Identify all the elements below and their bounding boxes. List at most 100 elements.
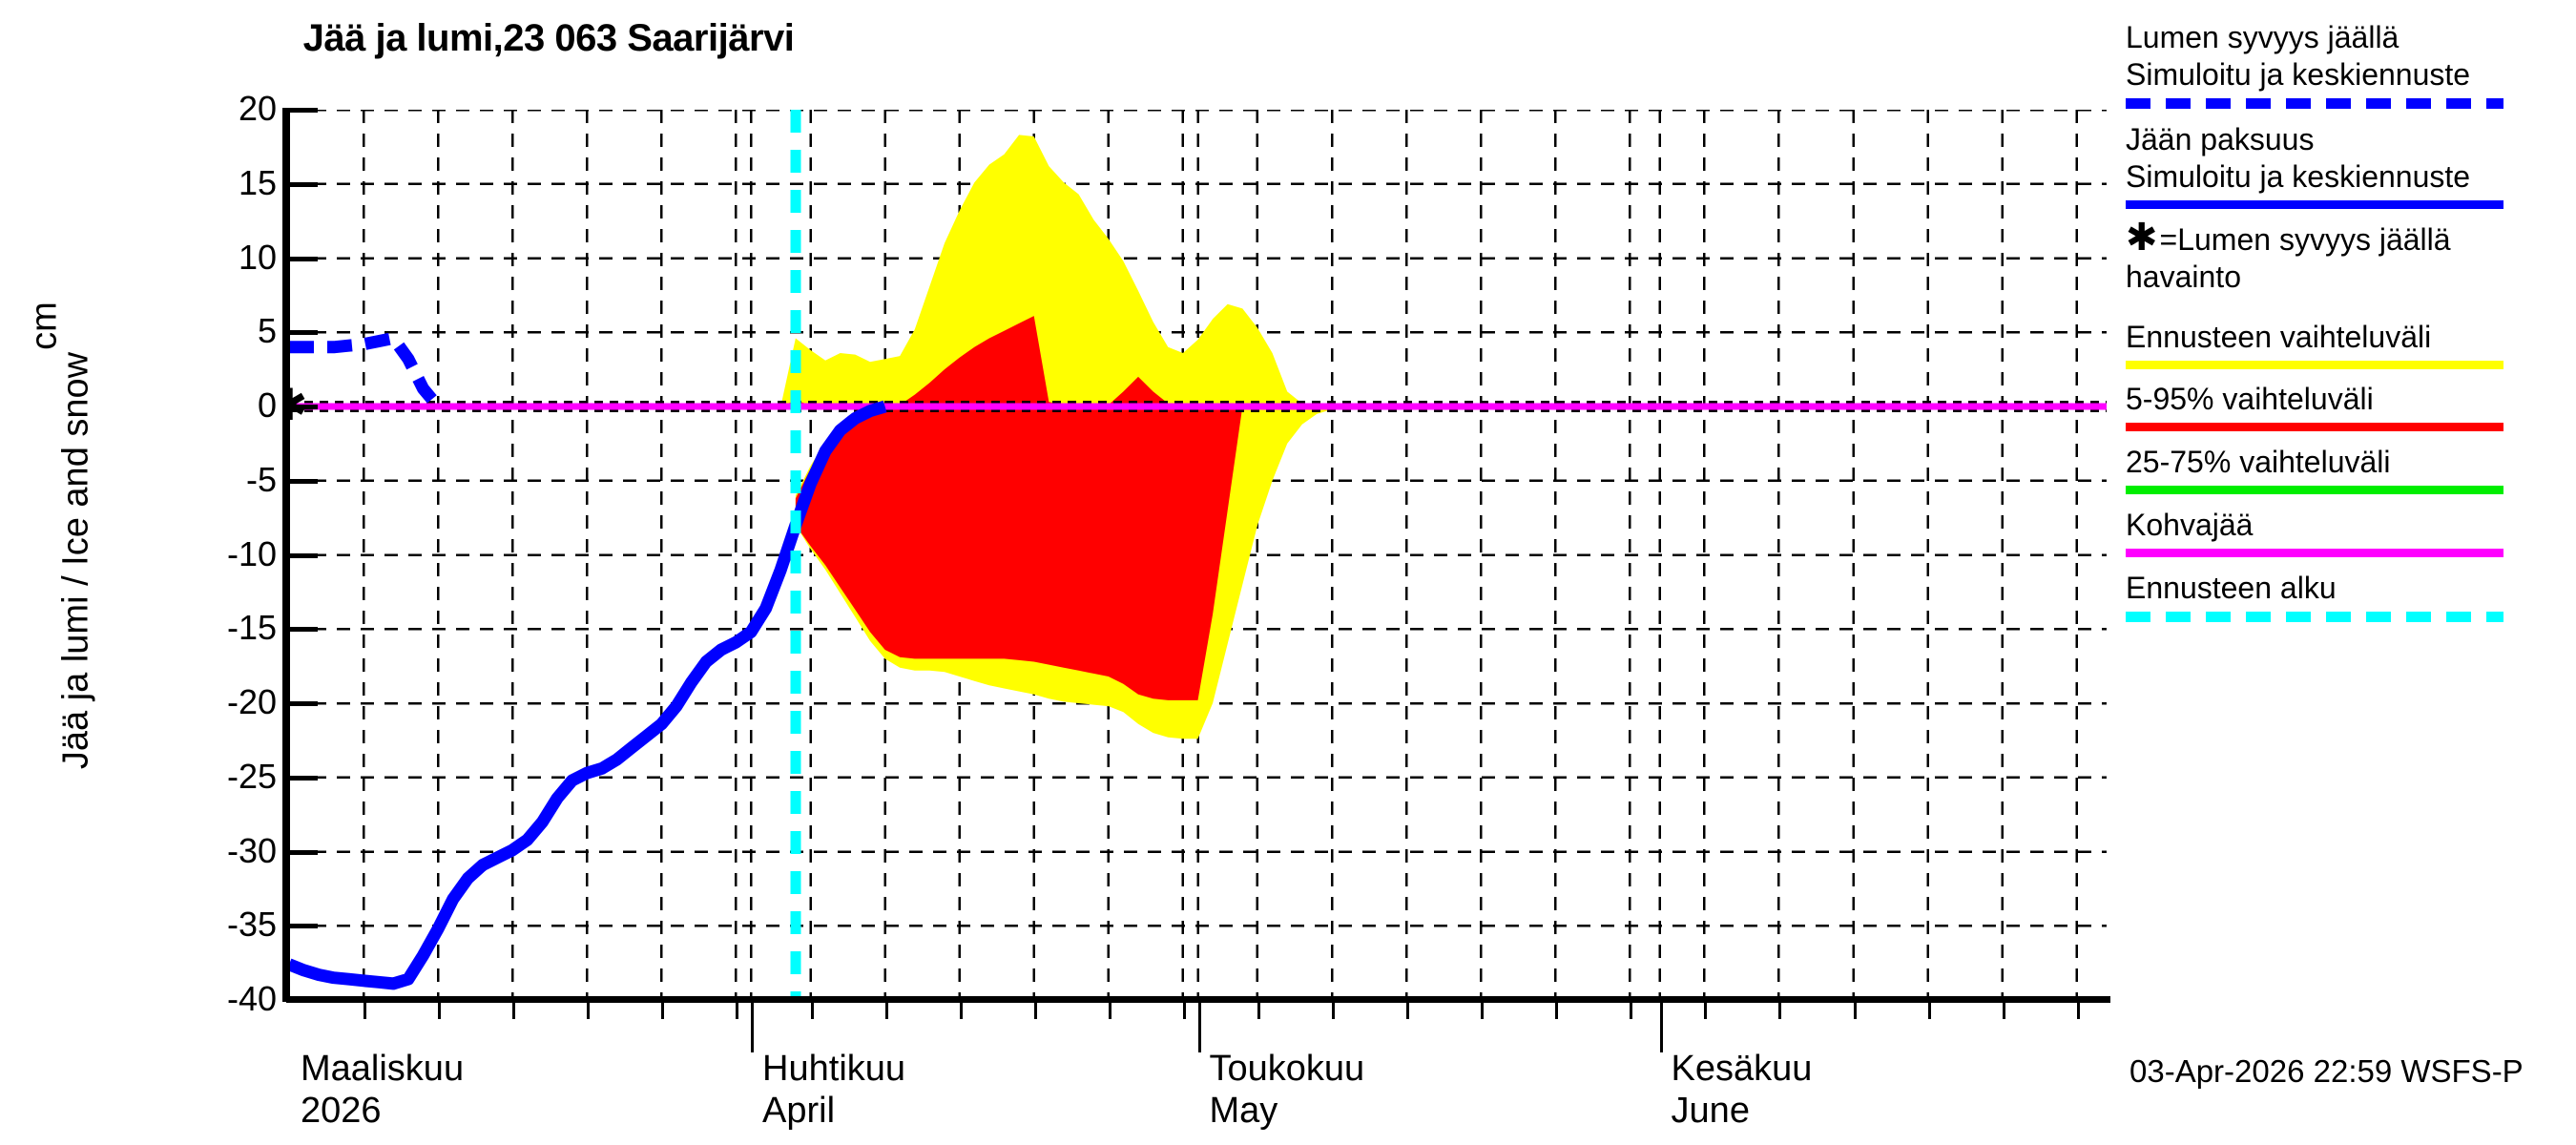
x-axis-tick-mark: [1332, 1000, 1336, 1019]
x-axis-month-separator: [1659, 1000, 1663, 1052]
snow-observation-star-icon: ✱: [2126, 217, 2158, 259]
legend-label: ✱=Lumen syvyys jäällä: [2126, 219, 2574, 259]
x-axis-tick-mark: [1704, 1000, 1708, 1019]
x-axis-month-separator: [751, 1000, 755, 1052]
month-label-fi: Huhtikuu: [762, 1049, 906, 1089]
x-axis-tick-mark: [2076, 1000, 2080, 1019]
legend-swatch: [2126, 486, 2503, 494]
x-axis-tick-mark: [1555, 1000, 1559, 1019]
legend-spacer: [2126, 296, 2574, 317]
legend-row-snow-depth: Lumen syvyys jäällä Simuloitu ja keskienn…: [2126, 19, 2574, 109]
y-axis-tick-labels: 20 15 10 5 0 -5 -10 -15 -20 -25 -30 -35 -40: [134, 0, 277, 1145]
legend-row-snow-observation: ✱=Lumen syvyys jäällä havainto: [2126, 219, 2574, 317]
footer-timestamp: 03-Apr-2026 22:59 WSFS-P: [2129, 1053, 2524, 1089]
x-axis-tick-mark: [884, 1000, 888, 1019]
x-axis-tick-mark: [512, 1000, 516, 1019]
y-axis-tick-label: 5: [257, 311, 277, 351]
legend-swatch-yellow: [2126, 361, 2503, 369]
x-axis-month-label: Toukokuu May: [1210, 1048, 1365, 1132]
legend-row-kohvajaa: Kohvajää: [2126, 507, 2574, 557]
x-axis-tick-mark: [1778, 1000, 1782, 1019]
y-axis-tick-label: 0: [257, 385, 277, 425]
legend-row-forecast-start: Ennusteen alku: [2126, 570, 2574, 622]
x-axis-tick-mark: [364, 1000, 367, 1019]
forecast-range-bands: [780, 135, 1377, 739]
legend-label: Kohvajää: [2126, 508, 2254, 542]
legend-label: Simuloitu ja keskiennuste: [2126, 159, 2471, 194]
month-label-fi: Toukokuu: [1209, 1049, 1365, 1089]
legend-swatch: [2126, 200, 2503, 209]
legend-label: Lumen syvyys jäällä: [2126, 20, 2399, 54]
x-axis-month-separator: [1197, 1000, 1201, 1052]
y-axis-tick-mark: [289, 405, 318, 409]
x-axis-tick-mark: [438, 1000, 442, 1019]
month-label-en: 2026: [301, 1091, 382, 1131]
legend-label: havainto: [2126, 260, 2241, 294]
x-axis-tick-mark: [1108, 1000, 1111, 1019]
y-axis-tick-mark: [289, 775, 318, 781]
y-axis-tick-mark: [289, 701, 318, 706]
y-axis-tick-mark: [289, 924, 318, 929]
legend-swatch: [2126, 549, 2503, 557]
y-axis-tick-label: -25: [226, 756, 277, 796]
y-axis-tick-label: -20: [226, 682, 277, 721]
x-axis-tick-mark: [810, 1000, 814, 1019]
legend-swatch: [2126, 98, 2503, 109]
x-axis-tick-mark: [2002, 1000, 2005, 1019]
y-axis-tick-label: -10: [226, 533, 277, 573]
y-axis-tick-mark: [289, 108, 318, 113]
x-axis-tick-mark: [1182, 1000, 1186, 1019]
legend-label: 5-95% vaihteluväli: [2126, 382, 2374, 416]
y-axis-tick-mark: [289, 478, 318, 484]
x-axis-tick-mark: [587, 1000, 591, 1019]
month-label-en: May: [1209, 1091, 1278, 1131]
x-axis-tick-mark: [1853, 1000, 1857, 1019]
legend-label: Jään paksuus: [2126, 122, 2315, 156]
legend-swatch: [2126, 612, 2503, 622]
x-axis-month-label: Maaliskuu 2026: [301, 1048, 464, 1132]
legend-label: Ennusteen vaihteluväli: [2126, 320, 2432, 354]
y-axis-tick-mark: [289, 330, 318, 336]
page-title: Jää ja lumi,23 063 Saarijärvi: [302, 17, 795, 59]
legend-swatch-red: [2126, 423, 2503, 431]
y-axis-tick-label: -40: [226, 979, 277, 1018]
x-axis-tick-mark: [1630, 1000, 1633, 1019]
y-axis-tick-mark: [289, 998, 318, 1003]
simulated-series-lines: [289, 332, 887, 990]
x-axis-line: [286, 996, 2110, 1003]
chart-legend: Lumen syvyys jäällä Simuloitu ja keskienn…: [2126, 19, 2574, 635]
y-axis-tick-label: 20: [238, 89, 277, 128]
x-axis-tick-mark: [1033, 1000, 1037, 1019]
y-axis-tick-label: -15: [226, 608, 277, 648]
x-axis-month-label: Kesäkuu June: [1672, 1048, 1813, 1132]
y-axis-tick-label: -30: [226, 830, 277, 870]
month-label-en: April: [762, 1091, 836, 1131]
legend-row-ice-thickness: Jään paksuus Simuloitu ja keskiennuste: [2126, 121, 2574, 209]
legend-row-range-5-95: Ennusteen vaihteluväli 5-95% vaihteluväli: [2126, 319, 2574, 431]
y-axis-tick-mark: [289, 849, 318, 855]
x-axis-tick-mark: [1481, 1000, 1485, 1019]
legend-row-range-25-75: 25-75% vaihteluväli: [2126, 444, 2574, 494]
y-axis-line: [282, 108, 290, 1002]
legend-label: 25-75% vaihteluväli: [2126, 445, 2391, 479]
legend-label: Ennusteen alku: [2126, 571, 2337, 605]
x-axis-tick-mark: [959, 1000, 963, 1019]
month-label-fi: Maaliskuu: [301, 1049, 465, 1089]
y-axis-tick-label: 10: [238, 237, 277, 277]
month-label-fi: Kesäkuu: [1671, 1049, 1813, 1089]
y-axis-tick-mark: [289, 627, 318, 633]
x-axis-tick-mark: [736, 1000, 739, 1019]
y-axis-tick-label: 15: [238, 162, 277, 202]
y-axis-tick-mark: [289, 552, 318, 558]
x-axis-tick-mark: [1406, 1000, 1410, 1019]
x-axis-tick-mark: [661, 1000, 665, 1019]
chart-plot-area: ✱: [289, 110, 2107, 1000]
x-axis-tick-mark: [1927, 1000, 1931, 1019]
y-axis-tick-mark: [289, 256, 318, 261]
legend-label-text: =Lumen syvyys jäällä: [2159, 222, 2451, 257]
x-axis-month-label: Huhtikuu April: [762, 1048, 905, 1132]
legend-label: Simuloitu ja keskiennuste: [2126, 57, 2471, 92]
